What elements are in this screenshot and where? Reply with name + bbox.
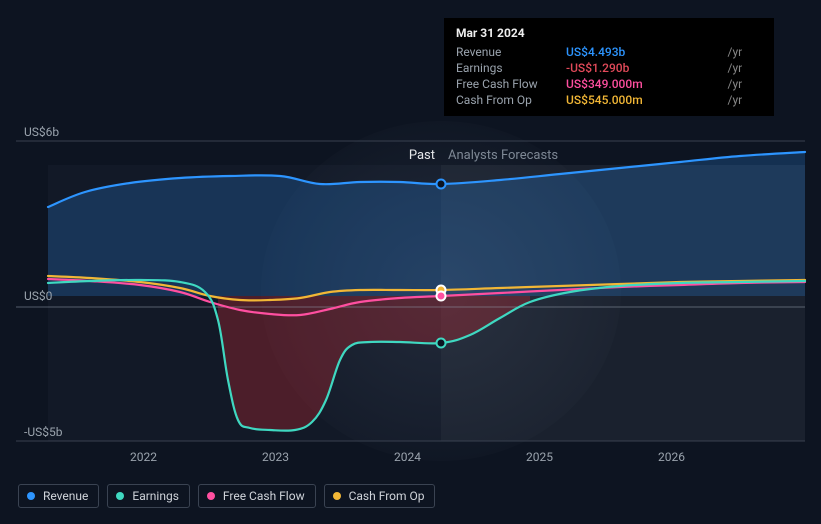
legend-dot-icon — [27, 492, 35, 500]
legend-label: Cash From Op — [349, 489, 425, 503]
legend-label: Revenue — [43, 489, 88, 503]
tooltip-value: US$4.493b — [566, 44, 724, 60]
y-axis-label-zero: US$0 — [24, 289, 52, 303]
legend-label: Earnings — [132, 489, 179, 503]
legend-item-earnings[interactable]: Earnings — [107, 484, 190, 508]
tooltip-value: US$545.000m — [566, 92, 724, 108]
legend-dot-icon — [207, 492, 215, 500]
tooltip-unit: /yr — [724, 92, 762, 108]
tooltip-value: US$349.000m — [566, 76, 724, 92]
legend-item-cash-from-op[interactable]: Cash From Op — [324, 484, 436, 508]
tooltip-value: -US$1.290b — [566, 60, 724, 76]
legend-dot-icon — [116, 492, 124, 500]
x-axis-label: 2023 — [262, 450, 289, 464]
x-axis-label: 2024 — [394, 450, 421, 464]
tab-forecasts[interactable]: Analysts Forecasts — [448, 148, 558, 163]
financial-chart: US$6b US$0 -US$5b 2022 2023 2024 2025 20… — [0, 0, 821, 524]
legend-item-revenue[interactable]: Revenue — [18, 484, 99, 508]
tooltip-label: Earnings — [456, 60, 566, 76]
tooltip-unit: /yr — [724, 76, 762, 92]
chart-tooltip: Mar 31 2024 Revenue US$4.493b /yr Earnin… — [444, 18, 774, 116]
tooltip-row: Cash From Op US$545.000m /yr — [456, 92, 762, 108]
tab-past[interactable]: Past — [395, 148, 435, 163]
tooltip-row: Earnings -US$1.290b /yr — [456, 60, 762, 76]
tooltip-row: Free Cash Flow US$349.000m /yr — [456, 76, 762, 92]
legend-dot-icon — [333, 492, 341, 500]
tooltip-label: Cash From Op — [456, 92, 566, 108]
tooltip-unit: /yr — [724, 60, 762, 76]
legend-label: Free Cash Flow — [223, 489, 305, 503]
tooltip-unit: /yr — [724, 44, 762, 60]
x-axis-label: 2025 — [526, 450, 553, 464]
chart-legend: Revenue Earnings Free Cash Flow Cash Fro… — [18, 484, 435, 508]
y-axis-label-top: US$6b — [24, 125, 59, 139]
tooltip-table: Revenue US$4.493b /yr Earnings -US$1.290… — [456, 44, 762, 108]
x-axis-label: 2026 — [658, 450, 685, 464]
legend-item-free-cash-flow[interactable]: Free Cash Flow — [198, 484, 316, 508]
tooltip-label: Revenue — [456, 44, 566, 60]
tooltip-label: Free Cash Flow — [456, 76, 566, 92]
tooltip-date: Mar 31 2024 — [456, 26, 762, 40]
x-axis-label: 2022 — [130, 450, 157, 464]
tooltip-row: Revenue US$4.493b /yr — [456, 44, 762, 60]
y-axis-label-bottom: -US$5b — [24, 425, 62, 439]
